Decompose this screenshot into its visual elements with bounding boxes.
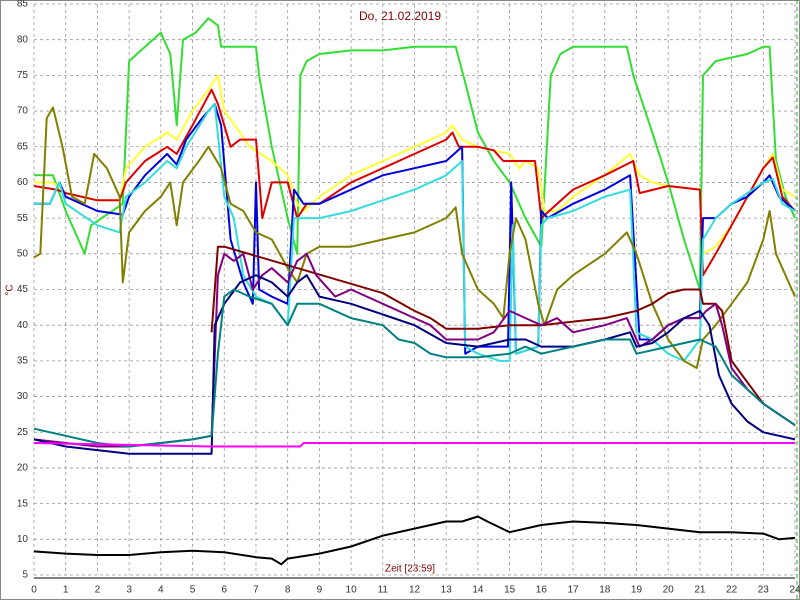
- chart-title: Do, 21.02.2019: [359, 9, 441, 23]
- y-tick-label: 60: [17, 177, 29, 188]
- y-tick-label: 50: [17, 248, 29, 259]
- line-series: [33, 88, 796, 277]
- x-tick-label: 11: [378, 585, 389, 596]
- line-series: [33, 288, 796, 448]
- x-tick-label: 8: [285, 585, 291, 596]
- x-tick-label: 0: [31, 585, 37, 596]
- y-tick-label: 30: [17, 391, 29, 402]
- y-axis-label: °C: [5, 284, 16, 295]
- x-tick-label: 4: [158, 585, 164, 596]
- line-series: [34, 102, 796, 362]
- y-tick-label: 70: [17, 106, 29, 117]
- x-axis-label: Zeit [23:59]: [385, 564, 435, 575]
- x-tick-label: 12: [409, 585, 421, 596]
- y-tick-label: 40: [17, 320, 29, 331]
- x-tick-label: 23: [758, 585, 770, 596]
- x-tick-label: 22: [726, 585, 738, 596]
- x-tick-label: 2: [95, 585, 101, 596]
- x-tick-label: 20: [663, 585, 675, 596]
- x-tick-label: 13: [441, 585, 453, 596]
- x-tick-label: 3: [126, 585, 132, 596]
- line-series: [33, 106, 796, 369]
- x-tick-label: 24: [789, 585, 800, 596]
- x-tick-label: 18: [599, 585, 611, 596]
- y-tick-label: 15: [17, 498, 29, 509]
- y-tick-label: 85: [17, 0, 29, 10]
- y-tick-label: 35: [17, 356, 29, 367]
- line-series: [33, 442, 795, 448]
- x-tick-label: 1: [63, 585, 69, 596]
- x-tick-label: 7: [253, 585, 259, 596]
- x-tick-label: 19: [631, 585, 643, 596]
- x-tick-label: 6: [221, 585, 227, 596]
- y-tick-label: 65: [17, 141, 29, 152]
- y-tick-label: 25: [17, 427, 29, 438]
- line-series: [33, 515, 796, 566]
- x-tick-label: 21: [694, 585, 706, 596]
- x-tick-label: 5: [190, 585, 196, 596]
- x-tick-label: 14: [472, 585, 484, 596]
- y-tick-label: 10: [17, 534, 29, 545]
- x-tick-label: 9: [317, 585, 323, 596]
- x-tick-label: 15: [504, 585, 516, 596]
- x-tick-label: 17: [567, 585, 579, 596]
- y-tick-label: 20: [17, 463, 29, 474]
- y-tick-label: 80: [17, 34, 29, 45]
- y-tick-label: 5: [22, 570, 28, 581]
- y-tick-label: 75: [17, 70, 29, 81]
- x-tick-label: 10: [346, 585, 358, 596]
- x-tick-label: 16: [536, 585, 548, 596]
- y-tick-label: 45: [17, 284, 29, 295]
- line-series: [210, 245, 796, 426]
- y-tick-label: 55: [17, 213, 29, 224]
